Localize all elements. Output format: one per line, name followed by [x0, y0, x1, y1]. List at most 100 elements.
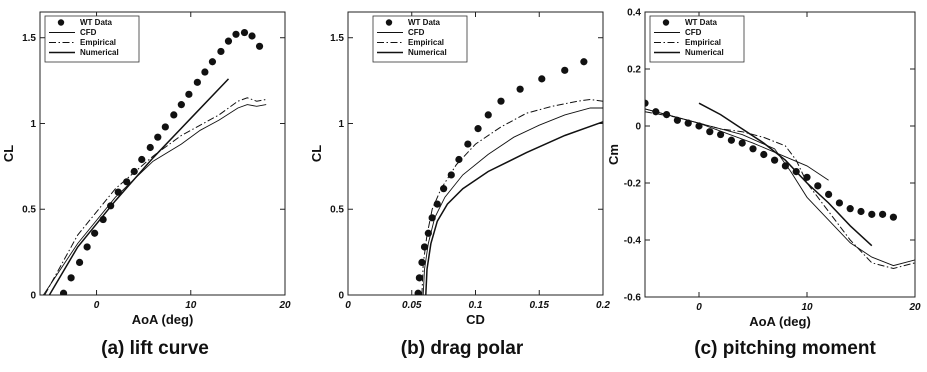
- x-tick-label: 0: [94, 300, 100, 311]
- drag-polar-chart: 0 0.05 0.1 0.15 0.2 0 0.5 1 1.5 CD CL WT DataCFDEmp…: [309, 11, 610, 327]
- lift-curve-chart: 0 10 20 0 0.5 1 1.5 AoA (deg) CL WT DataCFDEmpiri…: [1, 11, 291, 327]
- x-tick-label: 20: [278, 300, 291, 311]
- wt-data-point: [414, 289, 422, 295]
- x-tick-label: 0.05: [402, 300, 422, 311]
- y-axis-label: CL: [1, 145, 16, 162]
- y-axis-label: Cm: [606, 144, 621, 165]
- y-tick-label: 0.2: [627, 65, 641, 76]
- legend-label: WT Data: [408, 18, 441, 27]
- caption-pitching-moment: (c) pitching moment: [694, 338, 876, 359]
- plot-frame: [39, 11, 286, 296]
- wt-data-point: [879, 210, 887, 218]
- wt-data-point: [738, 139, 746, 147]
- cfd-series-line: [422, 107, 603, 295]
- legend-label: Empirical: [685, 38, 721, 47]
- x-tick-label: 0.15: [530, 300, 550, 311]
- wt-data-point: [846, 205, 854, 213]
- wt-data-point: [208, 58, 217, 66]
- wt-data-point: [464, 140, 472, 148]
- y-tick-label: 0: [338, 291, 344, 302]
- wt-data-point: [75, 258, 84, 267]
- wt-data-point: [255, 42, 264, 50]
- wt-data-point: [415, 274, 423, 282]
- y-tick-label: -0.2: [624, 179, 642, 190]
- legend-label: Numerical: [685, 48, 724, 57]
- x-tick-label: 0: [696, 302, 702, 313]
- y-axis-label: CL: [309, 145, 324, 162]
- legend-label: CFD: [80, 28, 97, 37]
- legend-label: WT Data: [685, 18, 718, 27]
- chart-panel-c: 0 10 20 -0.6 -0.4 -0.2 0 0.2 0.4 AoA (deg) Cm WT Da…: [606, 0, 927, 335]
- wt-data-point: [814, 182, 822, 190]
- pitching-moment-chart: 0 10 20 -0.6 -0.4 -0.2 0 0.2 0.4 AoA (deg) Cm WT Da…: [606, 8, 921, 330]
- wt-data-point: [580, 58, 588, 66]
- wt-data-point: [684, 119, 692, 127]
- x-tick-label: 20: [908, 302, 921, 313]
- legend-label: Empirical: [80, 38, 116, 47]
- wt-data-point: [161, 123, 169, 131]
- y-tick-label: 1: [338, 119, 344, 130]
- wt-data-point: [803, 173, 811, 181]
- cfd-series-line: [645, 108, 915, 267]
- x-tick-label: 10: [185, 300, 197, 311]
- extra-series-line: [645, 108, 829, 181]
- chart-panel-a: 0 10 20 0 0.5 1 1.5 AoA (deg) CL WT Data CFD Empiri…: [0, 0, 305, 335]
- wt-data-point: [67, 274, 75, 282]
- wt-data-point: [717, 130, 725, 139]
- wt-data-point: [420, 243, 429, 251]
- wt-data-point: [771, 156, 779, 164]
- x-axis-label: AoA (deg): [132, 312, 194, 327]
- x-tick-label: 0.2: [596, 300, 610, 311]
- x-tick-label: 10: [801, 302, 813, 313]
- wt-data-point: [193, 78, 201, 86]
- wt-data-point: [727, 136, 735, 144]
- wt-data-point: [217, 47, 225, 56]
- empirical-series-line: [645, 111, 915, 270]
- wt-data-point: [177, 101, 185, 109]
- y-tick-label: 0.4: [627, 8, 641, 19]
- wt-data-point: [170, 111, 178, 119]
- caption-drag-polar: (b) drag polar: [400, 338, 524, 359]
- plot-area: [42, 28, 267, 295]
- legend-label: CFD: [408, 28, 425, 37]
- y-tick-label: -0.6: [624, 293, 642, 304]
- wt-data-point: [561, 66, 569, 74]
- wt-data-point: [418, 258, 426, 267]
- y-tick-label: 0.5: [330, 205, 344, 216]
- x-tick-label: 0.1: [469, 300, 483, 311]
- legend-label: Numerical: [80, 48, 119, 57]
- empirical-series-line: [44, 97, 267, 295]
- legend-label: Empirical: [408, 38, 444, 47]
- wt-data-point: [433, 200, 441, 208]
- wt-data-point: [146, 143, 154, 152]
- wt-data-point: [835, 199, 843, 207]
- wt-data-point: [857, 207, 865, 216]
- wt-data-point: [825, 190, 833, 198]
- wt-data-point: [130, 167, 138, 176]
- wt-data-point: [673, 116, 681, 124]
- x-tick-label: 0: [345, 300, 351, 311]
- y-tick-label: 1.5: [22, 33, 36, 44]
- wt-data-point: [83, 243, 91, 251]
- wt-data-point: [240, 28, 249, 37]
- y-tick-label: 0: [30, 291, 36, 302]
- legend-marker: [662, 19, 670, 26]
- wt-data-point: [201, 68, 209, 76]
- wt-data-point: [185, 90, 193, 98]
- chart-panel-b: 0 0.05 0.1 0.15 0.2 0 0.5 1 1.5 CD CL WT Data CFD Emp…: [305, 0, 610, 335]
- legend-marker: [385, 19, 393, 26]
- wt-data-point: [248, 32, 256, 40]
- numerical-series-line: [425, 121, 603, 295]
- legend-label: Numerical: [408, 48, 447, 57]
- wt-data-point: [114, 188, 122, 196]
- legend-label: CFD: [685, 28, 702, 37]
- cfd-series-line: [42, 104, 267, 295]
- plot-area: [645, 99, 915, 270]
- wt-data-point: [59, 289, 68, 295]
- y-tick-label: -0.4: [624, 236, 642, 247]
- wt-data-point: [749, 145, 757, 153]
- wt-data-point: [138, 155, 146, 164]
